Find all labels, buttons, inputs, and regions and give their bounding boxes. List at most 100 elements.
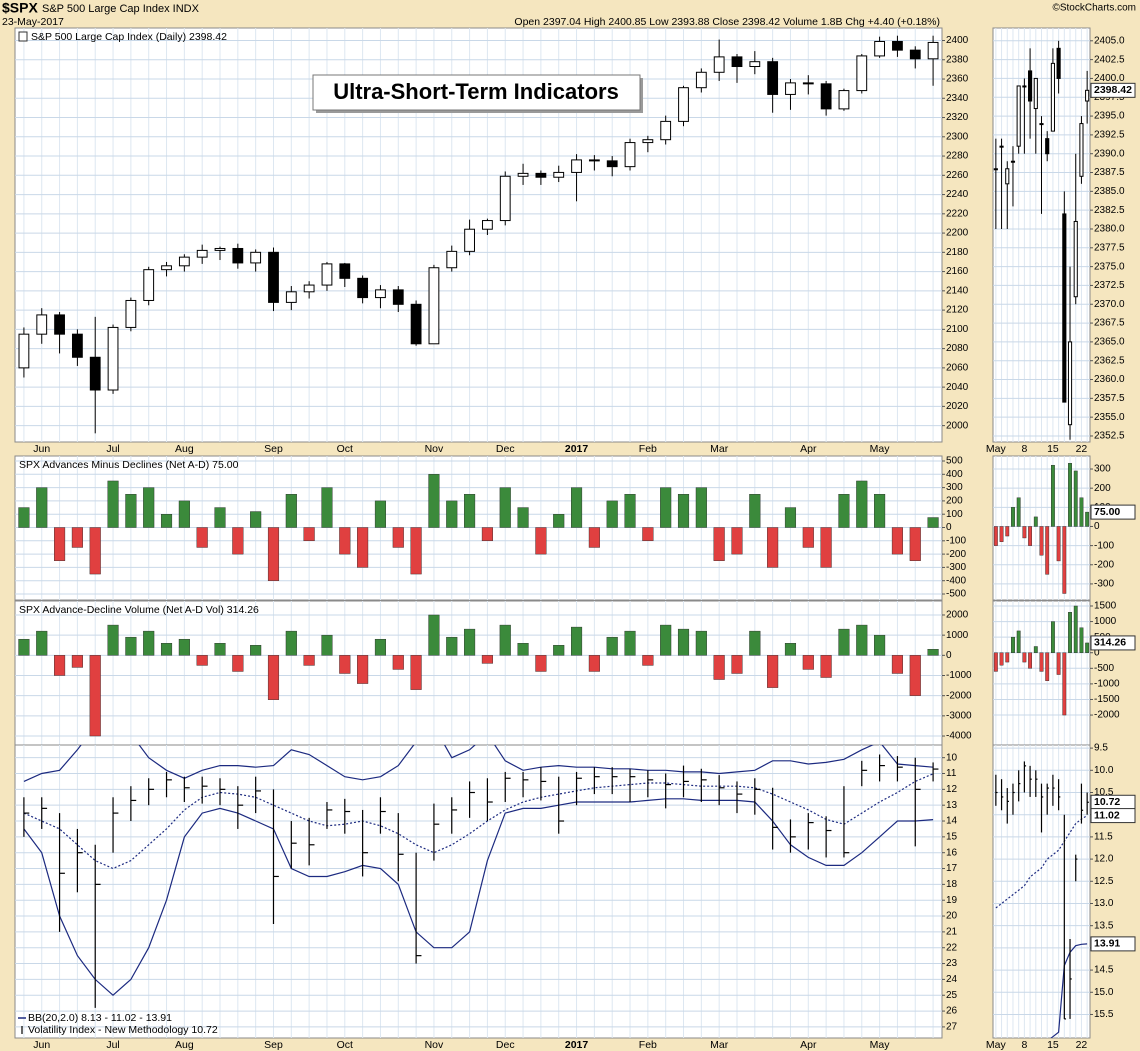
candle-body <box>339 263 351 279</box>
bar <box>1033 646 1038 653</box>
y-tick-label: 2375.0 <box>1094 261 1125 272</box>
x-tick-label: Nov <box>425 1039 444 1051</box>
x-tick-label: Apr <box>800 443 817 455</box>
bar <box>553 514 565 528</box>
bar <box>606 636 618 656</box>
y-tick-label: 2320 <box>946 112 969 123</box>
y-tick-label: 0 <box>946 650 952 661</box>
bar <box>357 655 369 684</box>
y-tick-label: 500 <box>946 456 963 467</box>
candle-body <box>375 289 386 299</box>
x-tick-label: Feb <box>639 1039 657 1051</box>
y-tick-label: 2280 <box>946 151 969 162</box>
candle-body <box>1062 213 1067 403</box>
y-tick-label: 0 <box>1094 647 1100 658</box>
y-tick-label: 13 <box>946 800 958 811</box>
y-tick-label: 2385.0 <box>1094 186 1125 197</box>
annotation: Ultra-Short-Term Indicators <box>333 79 619 104</box>
x-tick-label: Sep <box>264 1039 283 1051</box>
bar <box>749 630 761 656</box>
y-tick-label: 2160 <box>946 266 969 277</box>
y-tick-label: 2240 <box>946 189 969 200</box>
x-tick-label: 15 <box>1047 443 1059 455</box>
bar <box>267 655 280 700</box>
candle-body <box>660 120 672 141</box>
bar <box>178 638 190 656</box>
panel-legend: SPX Advance-Decline Volume (Net A-D Vol)… <box>19 604 259 616</box>
bar <box>250 645 262 656</box>
x-tick-label: 8 <box>1021 1039 1027 1051</box>
bar <box>713 527 725 561</box>
y-tick-label: 2400 <box>946 35 969 46</box>
candle-body <box>89 356 101 391</box>
bar <box>856 624 868 656</box>
y-tick-label: 2360.0 <box>1094 374 1125 385</box>
y-tick-label: 2357.5 <box>1094 393 1125 404</box>
x-tick-label: 22 <box>1076 1039 1088 1051</box>
copyright: ©StockCharts.com <box>1052 3 1136 14</box>
last-value-label: 13.91 <box>1094 938 1120 950</box>
x-tick-label: Aug <box>175 1039 194 1051</box>
bar <box>1011 636 1015 653</box>
y-tick-label: 14 <box>946 816 958 827</box>
bar <box>54 655 66 676</box>
x-tick-label: Oct <box>337 1039 353 1051</box>
bar <box>321 634 333 656</box>
symbol: $SPX <box>2 0 38 16</box>
bar <box>820 527 832 568</box>
candle-body <box>303 284 315 293</box>
candle-body <box>606 160 618 168</box>
y-tick-label: 10 <box>946 752 958 763</box>
y-tick-label: -2000 <box>1094 710 1120 721</box>
bar <box>143 487 155 528</box>
index-name: S&P 500 Large Cap Index INDX <box>42 3 200 15</box>
plot-group <box>993 28 1090 442</box>
panel-legend: SPX Advances Minus Declines (Net A-D) 75… <box>19 459 239 471</box>
bar <box>160 643 173 656</box>
y-tick-label: 17 <box>946 863 958 874</box>
x-tick-label: 2017 <box>565 443 589 455</box>
y-tick-label: 24 <box>946 974 958 985</box>
x-tick-label: Dec <box>496 443 515 455</box>
bar <box>214 643 226 656</box>
candle-body <box>571 159 582 173</box>
bar <box>481 655 493 664</box>
y-tick-label: 300 <box>1094 464 1111 475</box>
candle-body <box>749 61 761 68</box>
bar <box>1085 511 1090 527</box>
candle-body <box>1010 160 1016 163</box>
y-tick-label: 22 <box>946 942 958 953</box>
candle-body <box>785 82 796 95</box>
bar <box>1056 526 1061 562</box>
bar <box>1039 652 1044 672</box>
candle-body <box>993 168 998 171</box>
bollinger-band <box>23 745 934 782</box>
bar <box>553 645 565 656</box>
x-tick-label: 22 <box>1076 443 1088 455</box>
y-tick-label: 2387.5 <box>1094 167 1125 178</box>
bar <box>285 494 297 528</box>
bar <box>1073 470 1078 527</box>
bar <box>677 628 690 656</box>
candle-body <box>410 303 422 345</box>
bar <box>784 643 797 656</box>
y-tick-label: 2372.5 <box>1094 280 1125 291</box>
panel-legend: Volatility Index - New Methodology 10.72 <box>28 1024 218 1036</box>
bar <box>1011 507 1015 527</box>
annotation-box <box>312 74 641 111</box>
bar <box>1085 642 1090 653</box>
y-tick-label: 2402.5 <box>1094 54 1125 65</box>
bar <box>428 474 440 528</box>
bar <box>749 494 761 528</box>
candle-body <box>892 40 903 51</box>
candle-body <box>553 171 565 178</box>
bar <box>993 526 998 546</box>
bar <box>1073 605 1078 653</box>
bar <box>392 527 404 548</box>
bar <box>927 649 939 656</box>
bar <box>1033 516 1038 527</box>
candle-body <box>874 40 886 57</box>
bar <box>874 494 886 528</box>
bar <box>410 655 422 690</box>
y-tick-label: 2040 <box>946 382 969 393</box>
